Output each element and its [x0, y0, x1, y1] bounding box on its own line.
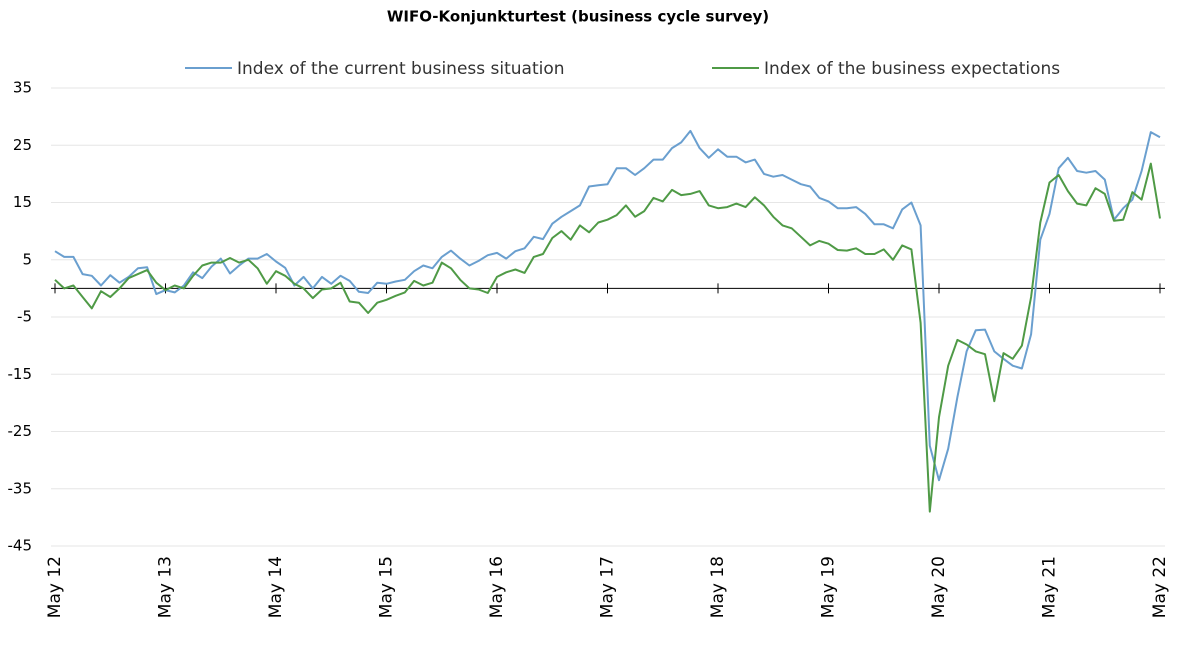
x-tick-label: May 14 — [266, 556, 286, 618]
x-tick-label: May 15 — [377, 556, 397, 618]
y-tick-label: 35 — [13, 79, 32, 97]
y-tick-label: -45 — [8, 537, 33, 555]
legend-label: Index of the current business situation — [237, 59, 565, 79]
y-tick-label: -35 — [8, 479, 33, 497]
y-tick-label: 15 — [13, 193, 32, 211]
y-tick-label: -25 — [8, 422, 33, 440]
y-tick-label: 25 — [13, 136, 32, 154]
x-tick-label: May 19 — [819, 556, 839, 618]
y-tick-label: -15 — [8, 365, 33, 383]
x-tick-label: May 20 — [929, 556, 949, 618]
y-tick-label: 5 — [22, 250, 32, 268]
chart-title: WIFO-Konjunkturtest (business cycle surv… — [387, 8, 769, 26]
x-tick-label: May 22 — [1150, 556, 1170, 618]
x-tick-label: May 12 — [45, 556, 65, 618]
x-tick-label: May 13 — [156, 556, 176, 618]
legend-label: Index of the business expectations — [764, 59, 1060, 79]
x-tick-label: May 21 — [1040, 556, 1060, 618]
x-tick-label: May 18 — [708, 556, 728, 618]
series-line — [54, 162, 1161, 513]
x-tick-label: May 17 — [598, 556, 618, 618]
y-tick-label: -5 — [17, 308, 32, 326]
series-line — [54, 129, 1161, 482]
x-tick-label: May 16 — [487, 556, 507, 618]
